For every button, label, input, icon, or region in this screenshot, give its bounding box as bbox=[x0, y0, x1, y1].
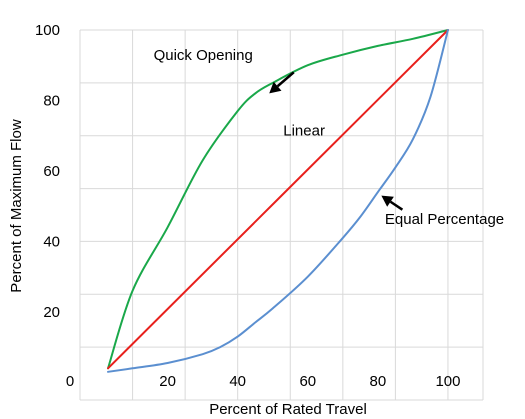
x-tick-label: 40 bbox=[229, 373, 246, 390]
series-layer bbox=[107, 29, 449, 373]
arrow-head-1 bbox=[381, 195, 394, 207]
series-line-linear bbox=[107, 29, 449, 370]
y-tick-label: 20 bbox=[43, 304, 60, 321]
y-tick-label: 40 bbox=[43, 233, 60, 250]
annotation-label: Linear bbox=[283, 123, 325, 140]
arrow-line-0 bbox=[276, 71, 295, 88]
annotation-arrows bbox=[269, 71, 404, 211]
y-axis-title: Percent of Maximum Flow bbox=[8, 119, 25, 293]
annotation-labels: Quick Opening Linear Equal Percentage bbox=[154, 47, 505, 228]
y-tick-label: 100 bbox=[35, 22, 60, 39]
x-tick-label: 100 bbox=[435, 373, 460, 390]
y-tick-label: 60 bbox=[43, 163, 60, 180]
series-line-quick-opening bbox=[107, 29, 449, 370]
x-tick-label: 60 bbox=[299, 373, 316, 390]
x-axis-title: Percent of Rated Travel bbox=[209, 401, 367, 418]
arrow-line-1 bbox=[389, 200, 404, 211]
annotation-label: Equal Percentage bbox=[385, 211, 504, 228]
x-tick-label: 0 bbox=[66, 373, 74, 390]
y-tick-label: 80 bbox=[43, 92, 60, 109]
x-tick-label: 20 bbox=[159, 373, 176, 390]
grid bbox=[79, 29, 484, 401]
x-tick-label: 80 bbox=[370, 373, 387, 390]
series-line-equal-percentage bbox=[107, 29, 449, 373]
tick-labels: 0 20 40 60 80 100 20 40 60 80 100 bbox=[35, 22, 461, 390]
annotation-label: Quick Opening bbox=[154, 47, 253, 64]
arrow-head-0 bbox=[269, 81, 282, 94]
